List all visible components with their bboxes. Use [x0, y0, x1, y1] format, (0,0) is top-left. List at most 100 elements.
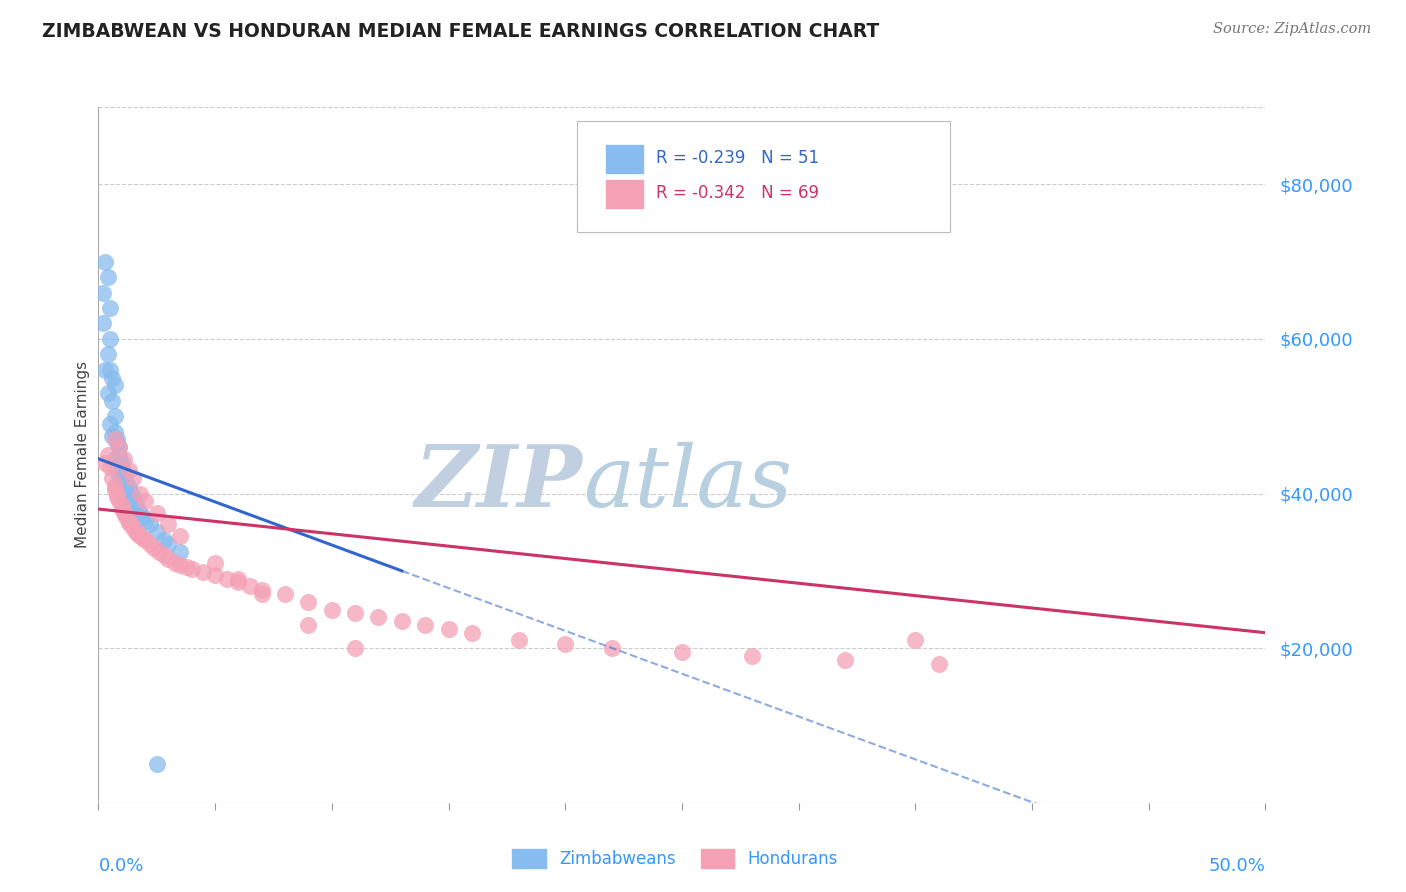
Point — [94, 363, 117, 377]
Point — [413, 618, 436, 632]
Point — [111, 498, 134, 512]
Point — [127, 502, 149, 516]
Point — [193, 566, 215, 580]
Point — [112, 506, 135, 520]
Point — [118, 483, 141, 497]
Point — [91, 317, 114, 331]
Point — [146, 506, 169, 520]
Point — [98, 363, 121, 377]
Point — [321, 602, 343, 616]
Point — [120, 517, 142, 532]
Point — [127, 526, 149, 541]
Point — [101, 393, 124, 408]
Point — [148, 544, 170, 558]
Point — [129, 529, 152, 543]
Point — [176, 560, 198, 574]
Point — [139, 537, 162, 551]
FancyBboxPatch shape — [576, 121, 950, 232]
Point — [143, 541, 166, 555]
Text: atlas: atlas — [582, 442, 792, 524]
Point — [122, 494, 145, 508]
Point — [437, 622, 460, 636]
Point — [146, 757, 169, 772]
Point — [101, 428, 124, 442]
Text: ZIP: ZIP — [415, 441, 582, 524]
Bar — [606, 145, 644, 173]
Point — [97, 270, 120, 285]
Point — [204, 567, 226, 582]
Point — [94, 456, 117, 470]
Point — [112, 467, 135, 482]
Text: 0.0%: 0.0% — [98, 857, 143, 875]
Point — [101, 370, 124, 384]
Point — [104, 425, 127, 439]
Point — [115, 509, 138, 524]
Point — [129, 486, 152, 500]
Point — [297, 595, 319, 609]
Y-axis label: Median Female Earnings: Median Female Earnings — [75, 361, 90, 549]
Text: Source: ZipAtlas.com: Source: ZipAtlas.com — [1212, 22, 1371, 37]
Point — [152, 549, 174, 563]
Point — [928, 657, 950, 671]
Point — [104, 479, 127, 493]
Point — [115, 498, 138, 512]
Point — [108, 451, 131, 466]
Point — [129, 506, 152, 520]
Point — [132, 532, 155, 546]
Point — [98, 332, 121, 346]
Point — [508, 633, 530, 648]
Point — [108, 440, 131, 454]
Point — [228, 572, 250, 586]
Point — [134, 533, 156, 547]
Point — [180, 562, 202, 576]
Point — [134, 514, 156, 528]
Point — [108, 440, 131, 454]
Point — [152, 533, 174, 547]
Point — [461, 625, 484, 640]
Point — [146, 525, 169, 540]
Point — [112, 471, 135, 485]
Point — [165, 556, 187, 570]
Point — [111, 475, 134, 489]
Point — [118, 480, 141, 494]
Point — [600, 641, 623, 656]
Point — [139, 517, 162, 532]
Point — [122, 491, 145, 505]
Point — [105, 463, 128, 477]
Text: 50.0%: 50.0% — [1209, 857, 1265, 875]
Point — [367, 610, 389, 624]
Point — [554, 637, 576, 651]
Point — [239, 579, 262, 593]
Point — [115, 479, 138, 493]
Point — [741, 648, 763, 663]
Point — [132, 509, 155, 524]
Point — [98, 459, 121, 474]
Point — [98, 301, 121, 315]
Point — [125, 525, 148, 540]
Point — [834, 653, 856, 667]
Point — [204, 556, 226, 570]
Point — [671, 645, 693, 659]
Point — [169, 558, 191, 572]
Point — [169, 544, 191, 558]
Point — [125, 498, 148, 512]
Point — [118, 463, 141, 477]
Point — [215, 572, 238, 586]
Point — [97, 448, 120, 462]
Point — [297, 618, 319, 632]
Point — [157, 517, 180, 532]
Point — [97, 347, 120, 361]
Point — [105, 433, 128, 447]
Point — [105, 486, 128, 500]
Point — [134, 494, 156, 508]
Text: ZIMBABWEAN VS HONDURAN MEDIAN FEMALE EARNINGS CORRELATION CHART: ZIMBABWEAN VS HONDURAN MEDIAN FEMALE EAR… — [42, 22, 879, 41]
Point — [104, 483, 127, 497]
Point — [111, 459, 134, 474]
Bar — [606, 180, 644, 208]
Point — [274, 587, 297, 601]
Point — [344, 607, 367, 621]
Point — [98, 417, 121, 431]
Text: R = -0.239   N = 51: R = -0.239 N = 51 — [657, 149, 820, 167]
Point — [344, 641, 367, 656]
Point — [104, 451, 127, 466]
